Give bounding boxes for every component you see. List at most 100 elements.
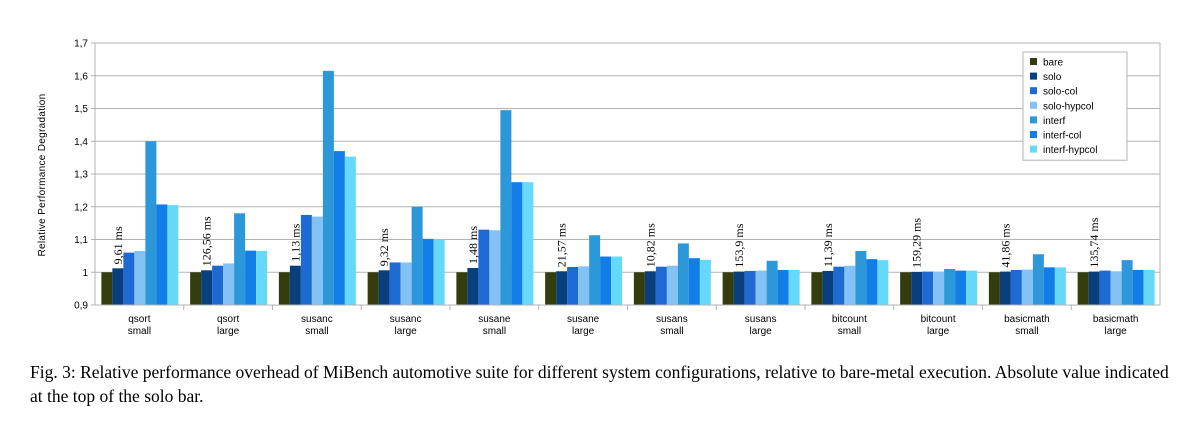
bar-interf [145, 141, 157, 305]
bar-solo [467, 267, 479, 305]
legend-swatch-solo-col [1030, 87, 1037, 95]
solo-absolute-value: 10,82 ms [643, 223, 657, 267]
bar-bare [456, 272, 468, 305]
bar-solo-hypcol [578, 266, 590, 305]
bar-bare [633, 272, 645, 305]
bar-interf-hypcol [699, 259, 711, 305]
bar-solo-hypcol [844, 265, 856, 305]
bar-bare [811, 272, 823, 305]
bar-interf-hypcol [877, 260, 889, 305]
bar-interf-col [1043, 267, 1055, 305]
bar-interf-hypcol [1143, 269, 1155, 305]
bar-solo-col [922, 271, 934, 305]
bar-interf-col [156, 204, 168, 305]
x-category-label: susanc [301, 314, 333, 325]
bar-interf-col [245, 250, 257, 305]
bar-interf [855, 250, 867, 305]
solo-absolute-value: 153,9 ms [732, 223, 746, 267]
solo-absolute-value: 126,56 ms [200, 216, 214, 266]
bar-bare [545, 272, 557, 305]
legend-label-solo: solo [1043, 72, 1062, 83]
x-category-label: large [750, 326, 773, 337]
legend-label-interf: interf [1043, 116, 1065, 127]
bar-solo [733, 271, 745, 305]
bar-bare [101, 272, 113, 305]
bar-interf-col [333, 151, 345, 305]
bar-solo-hypcol [666, 265, 678, 305]
solo-absolute-value: 1,13 ms [288, 223, 302, 261]
legend-swatch-interf-hypcol [1030, 145, 1037, 153]
x-category-label: small [305, 326, 328, 337]
bar-bare [900, 272, 912, 305]
bar-interf [1121, 260, 1133, 305]
solo-absolute-value: 1,48 ms [466, 226, 480, 264]
bar-solo-hypcol [755, 270, 767, 305]
solo-absolute-value: 159,29 ms [910, 218, 924, 268]
grid-lines [95, 42, 1160, 306]
bar-interf-col [422, 238, 434, 305]
y-tick-label: 1,1 [74, 235, 88, 246]
bar-bare [988, 272, 1000, 305]
axes [94, 43, 1161, 310]
y-axis-label: Relative Performance Degradation [37, 93, 48, 256]
x-category-label: large [1105, 326, 1128, 337]
legend-swatch-solo [1030, 72, 1037, 80]
bar-solo [644, 271, 656, 305]
bar-bare [367, 272, 379, 305]
x-category-label: susane [567, 314, 600, 325]
bar-interf-hypcol [344, 156, 356, 305]
bar-interf-hypcol [167, 205, 179, 305]
bar-solo [1088, 271, 1100, 305]
legend-label-interf-col: interf-col [1043, 131, 1081, 142]
x-category-label: small [1015, 326, 1038, 337]
solo-absolute-value: 41,86 ms [998, 223, 1012, 267]
bar-solo-col [212, 265, 224, 305]
bar-interf [766, 260, 778, 305]
bar-interf-hypcol [611, 256, 623, 305]
bar-interf-col [1132, 269, 1144, 305]
solo-absolute-value: 9,61 ms [111, 226, 125, 264]
solo-absolute-value: 9,32 ms [377, 228, 391, 266]
bar-interf [234, 213, 246, 305]
bar-solo [378, 270, 390, 305]
bar-solo-hypcol [400, 262, 412, 305]
y-axis-ticks: 0,9 1 1,1 1,2 1,3 1,4 1,5 1,6 1,7 [74, 39, 95, 312]
solo-absolute-value: 21,57 ms [555, 223, 569, 267]
bar-bare [190, 272, 202, 305]
x-axis-categories: qsortsmallqsortlargesusancsmallsusanclar… [128, 314, 1139, 337]
bar-solo-hypcol [1021, 269, 1033, 305]
x-category-label: basicmath [1004, 314, 1050, 325]
solo-absolute-value: 11,39 ms [821, 223, 835, 267]
bar-bare [722, 272, 734, 305]
solo-absolute-value: 135,74 ms [1087, 217, 1101, 267]
bar-solo-hypcol [1110, 271, 1122, 305]
legend-label-bare: bare [1043, 58, 1063, 69]
bar-solo [112, 268, 124, 305]
y-tick-label: 0,9 [74, 301, 88, 312]
bar-solo [556, 271, 568, 305]
bar-interf-hypcol [788, 269, 800, 305]
legend-label-solo-hypcol: solo-hypcol [1043, 101, 1094, 112]
bar-interf [944, 268, 956, 305]
bar-solo-hypcol [223, 263, 235, 305]
bar-interf-col [511, 182, 523, 305]
bar-solo-hypcol [134, 250, 146, 305]
y-tick-label: 1,4 [74, 137, 88, 148]
x-category-label: basicmath [1093, 314, 1139, 325]
y-tick-label: 1 [82, 268, 88, 279]
bar-interf [589, 235, 601, 305]
x-category-label: large [927, 326, 950, 337]
x-category-label: large [395, 326, 418, 337]
bar-solo-hypcol [489, 230, 501, 305]
x-category-label: small [128, 326, 151, 337]
x-category-label: bitcount [921, 314, 956, 325]
x-category-label: qsort [128, 314, 150, 325]
bar-solo-col [655, 266, 667, 305]
bar-interf [411, 206, 423, 305]
x-category-label: susane [478, 314, 511, 325]
bar-interf-col [688, 258, 700, 305]
bar-solo-col [1099, 270, 1111, 305]
legend-swatch-solo-hypcol [1030, 101, 1037, 109]
x-category-label: bitcount [832, 314, 867, 325]
bar-solo [289, 265, 301, 305]
